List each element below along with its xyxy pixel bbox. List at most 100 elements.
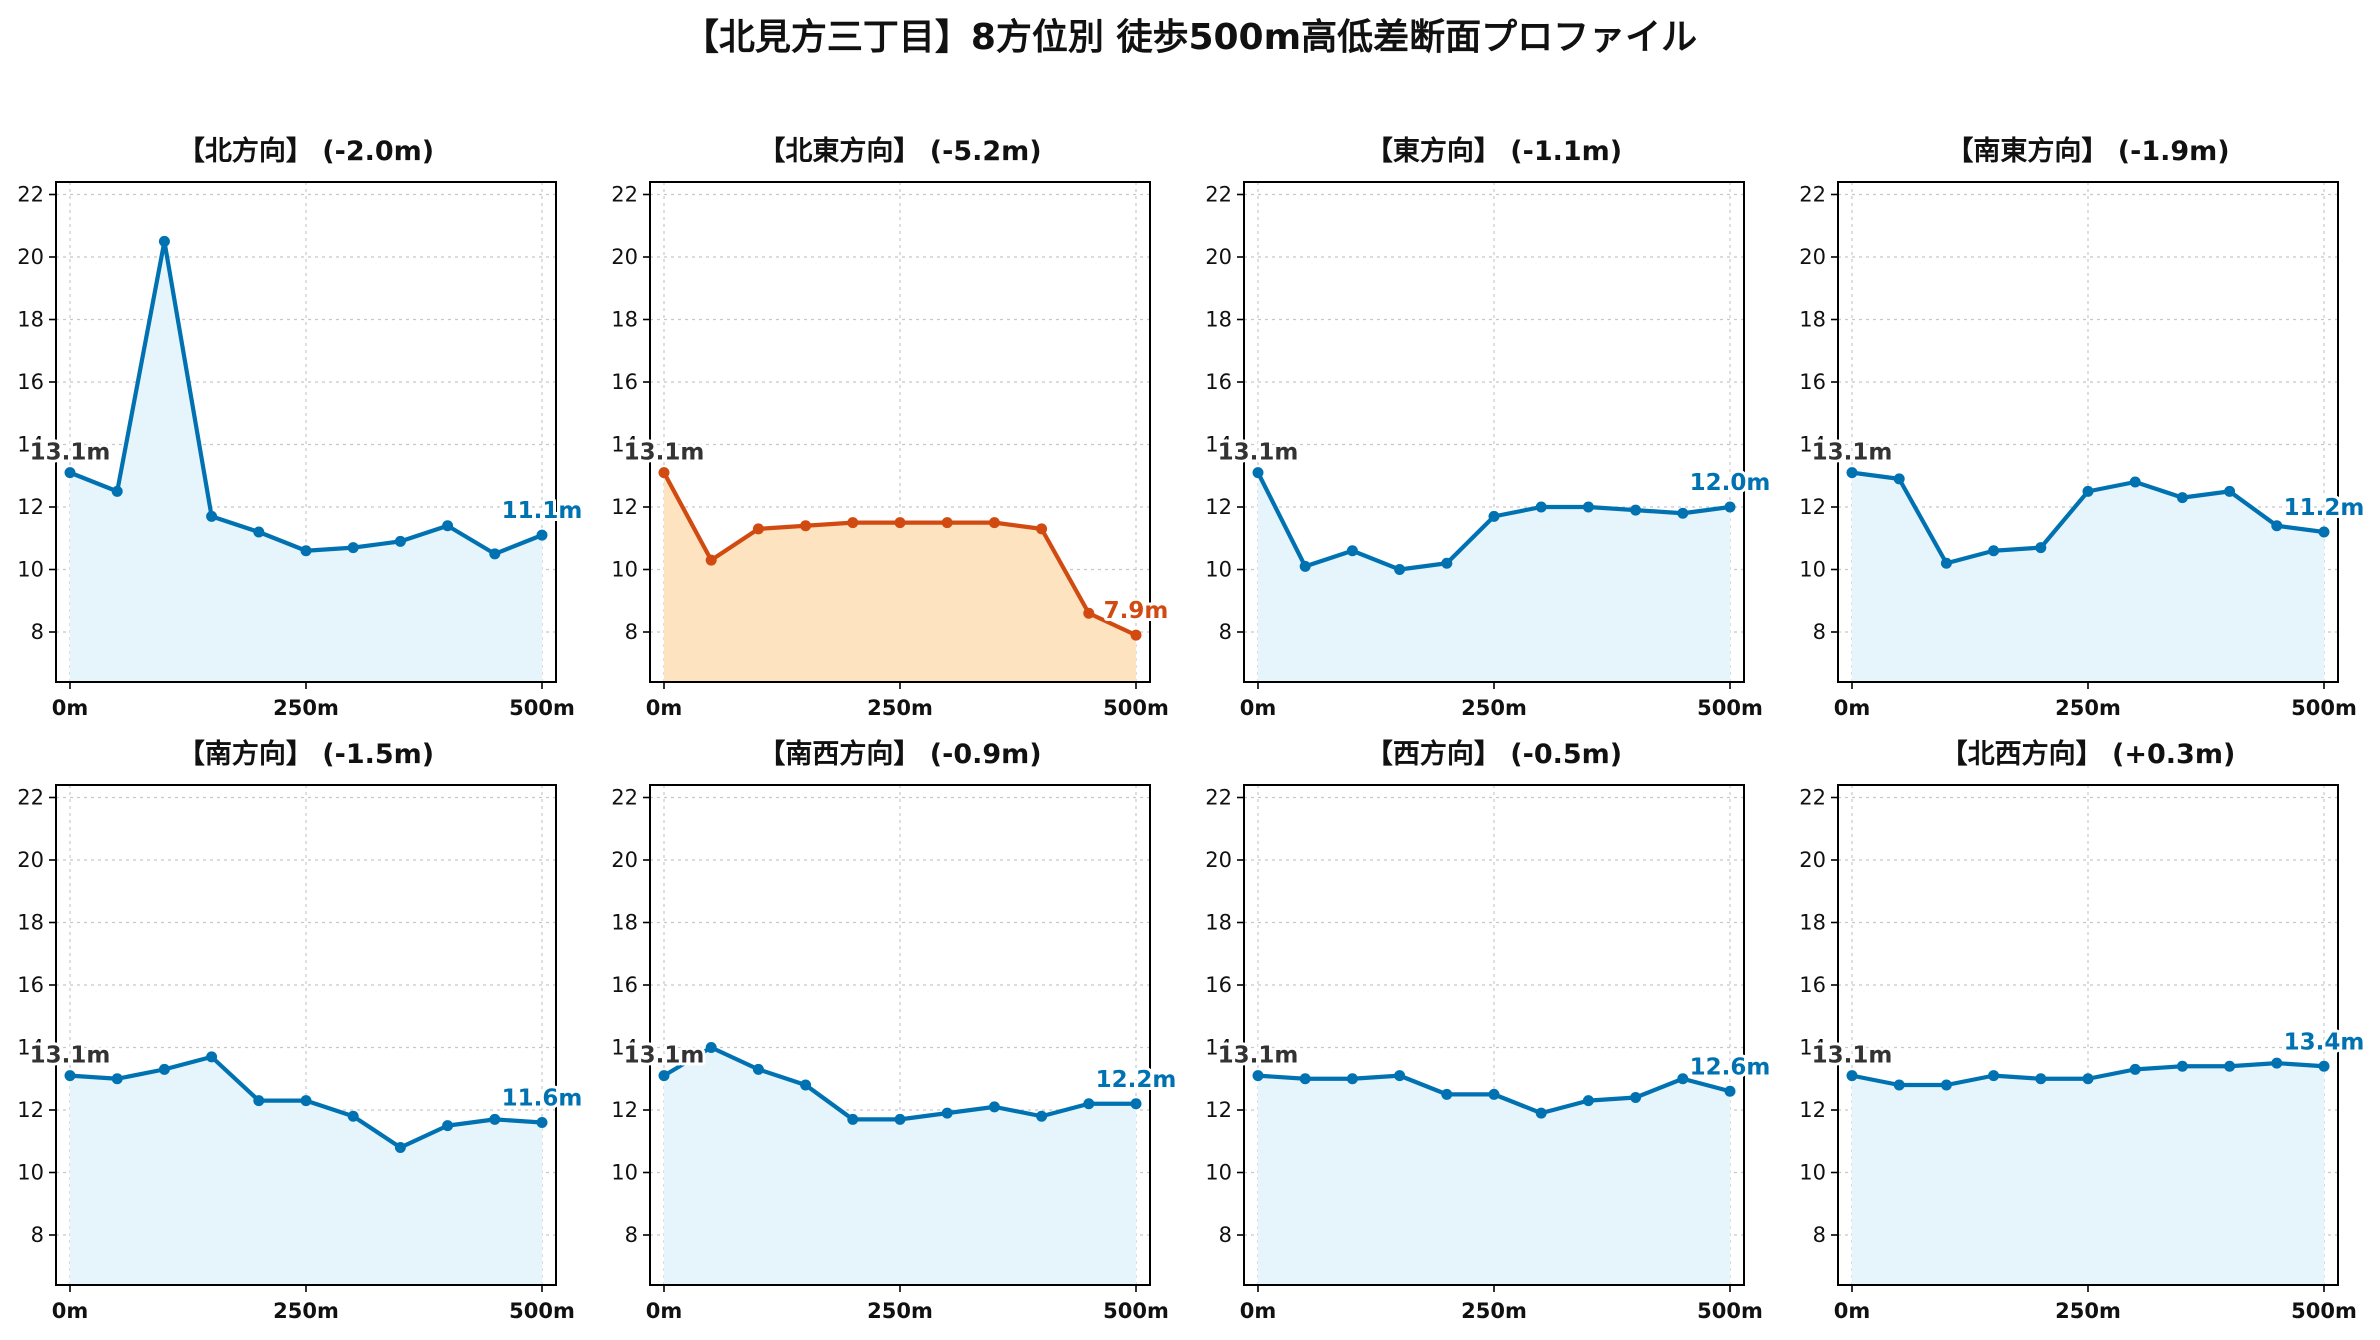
x-tick-label: 250m bbox=[867, 1299, 933, 1323]
end-value-label: 13.4m bbox=[2284, 1029, 2365, 1055]
data-point bbox=[1252, 467, 1264, 479]
data-point bbox=[1394, 564, 1406, 575]
y-tick-label: 12 bbox=[1205, 495, 1232, 519]
subplot-8: 【北西方向】 (+0.3m) 8 10 12 14 16 18 20 22 0m 250m 500m 1… bbox=[1799, 738, 2367, 1323]
data-point bbox=[1036, 523, 1048, 535]
x-tick-label: 500m bbox=[1697, 696, 1763, 720]
data-point bbox=[941, 1107, 953, 1119]
start-value-label: 13.1m bbox=[1812, 440, 1893, 466]
end-value-label: 12.0m bbox=[1690, 470, 1771, 496]
y-tick-label: 14 bbox=[1799, 433, 1826, 457]
subplot-2: 【北東方向】 (-5.2m) 8 10 12 14 16 18 20 22 0m 250m 500m 1… bbox=[611, 135, 1171, 720]
data-point bbox=[1582, 501, 1594, 513]
x-tick-label: 500m bbox=[509, 696, 575, 720]
y-tick-label: 20 bbox=[17, 848, 44, 872]
area-fill bbox=[70, 241, 542, 682]
y-tick-label: 12 bbox=[611, 1098, 638, 1122]
data-point bbox=[1535, 501, 1547, 513]
data-point bbox=[1299, 1073, 1311, 1085]
data-point bbox=[300, 1095, 312, 1107]
y-tick-label: 18 bbox=[611, 911, 638, 935]
end-value-label: 11.1m bbox=[502, 498, 583, 524]
end-value-label: 12.2m bbox=[1096, 1067, 1177, 1093]
data-point bbox=[1441, 557, 1453, 569]
data-point bbox=[1083, 1098, 1095, 1110]
data-point bbox=[442, 520, 454, 532]
data-point bbox=[2082, 1073, 2094, 1085]
x-tick-label: 500m bbox=[2291, 1299, 2357, 1323]
data-point bbox=[894, 517, 906, 529]
x-tick-label: 0m bbox=[646, 696, 683, 720]
start-value-label: 13.1m bbox=[624, 440, 705, 466]
x-tick-label: 500m bbox=[1103, 1299, 1169, 1323]
y-tick-label: 8 bbox=[1219, 1223, 1232, 1247]
y-tick-label: 14 bbox=[17, 433, 44, 457]
y-tick-label: 8 bbox=[31, 620, 44, 644]
data-point bbox=[2318, 526, 2330, 538]
x-tick-label: 0m bbox=[1240, 696, 1277, 720]
subplot-7: 【西方向】 (-0.5m) 8 10 12 14 16 18 20 22 0m 250m 500m 13… bbox=[1205, 738, 1773, 1323]
area-fill bbox=[664, 1047, 1136, 1285]
data-point bbox=[206, 510, 218, 522]
data-point bbox=[64, 467, 76, 479]
data-point bbox=[536, 1117, 548, 1128]
y-tick-label: 8 bbox=[625, 1223, 638, 1247]
y-tick-label: 8 bbox=[31, 1223, 44, 1247]
data-point bbox=[64, 1070, 76, 1082]
data-point bbox=[800, 520, 812, 532]
data-point bbox=[489, 548, 501, 560]
y-tick-label: 10 bbox=[611, 558, 638, 582]
y-tick-label: 14 bbox=[1799, 1036, 1826, 1060]
subplot-title: 【西方向】 (-0.5m) bbox=[1366, 738, 1622, 770]
data-point bbox=[2271, 1057, 2283, 1069]
data-point bbox=[1677, 507, 1689, 519]
data-point bbox=[442, 1120, 454, 1132]
data-point bbox=[300, 545, 312, 557]
data-point bbox=[1846, 1070, 1858, 1082]
data-point bbox=[847, 1113, 859, 1125]
data-point bbox=[394, 535, 406, 547]
y-tick-label: 22 bbox=[611, 183, 638, 207]
y-tick-label: 10 bbox=[1799, 1161, 1826, 1185]
data-point bbox=[1130, 1098, 1142, 1110]
data-point bbox=[253, 1095, 265, 1107]
x-tick-label: 500m bbox=[1697, 1299, 1763, 1323]
end-value-label: 7.9m bbox=[1104, 598, 1169, 624]
data-point bbox=[1988, 1070, 2000, 1082]
y-tick-label: 20 bbox=[17, 245, 44, 269]
y-tick-label: 12 bbox=[1799, 495, 1826, 519]
y-tick-label: 22 bbox=[1205, 183, 1232, 207]
subplot-title: 【北東方向】 (-5.2m) bbox=[758, 135, 1041, 167]
y-tick-label: 12 bbox=[17, 1098, 44, 1122]
y-tick-label: 22 bbox=[17, 786, 44, 810]
y-tick-label: 18 bbox=[17, 911, 44, 935]
start-value-label: 13.1m bbox=[624, 1043, 705, 1069]
end-value-label: 11.6m bbox=[502, 1086, 583, 1112]
data-point bbox=[536, 529, 548, 541]
data-point bbox=[489, 1113, 501, 1125]
y-tick-label: 16 bbox=[1205, 370, 1232, 394]
subplot-title: 【南東方向】 (-1.9m) bbox=[1946, 135, 2229, 167]
x-tick-label: 250m bbox=[1461, 1299, 1527, 1323]
y-tick-label: 22 bbox=[611, 786, 638, 810]
area-fill bbox=[1852, 472, 2324, 682]
start-value-label: 13.1m bbox=[1812, 1043, 1893, 1069]
y-tick-label: 16 bbox=[1205, 973, 1232, 997]
x-tick-label: 0m bbox=[52, 1299, 89, 1323]
data-point bbox=[1940, 1079, 1952, 1091]
y-tick-label: 22 bbox=[1799, 786, 1826, 810]
y-tick-label: 16 bbox=[1799, 370, 1826, 394]
subplot-5: 【南方向】 (-1.5m) 8 10 12 14 16 18 20 22 0m 250m 500m 13… bbox=[17, 738, 585, 1323]
end-value-label: 12.6m bbox=[1690, 1054, 1771, 1080]
data-point bbox=[2271, 520, 2283, 532]
area-fill bbox=[1258, 1075, 1730, 1285]
end-value-label: 11.2m bbox=[2284, 495, 2365, 521]
y-tick-label: 12 bbox=[17, 495, 44, 519]
data-point bbox=[2318, 1060, 2330, 1072]
data-point bbox=[347, 1110, 359, 1122]
y-tick-label: 16 bbox=[17, 370, 44, 394]
x-tick-label: 250m bbox=[2055, 1299, 2121, 1323]
area-fill bbox=[70, 1056, 542, 1285]
